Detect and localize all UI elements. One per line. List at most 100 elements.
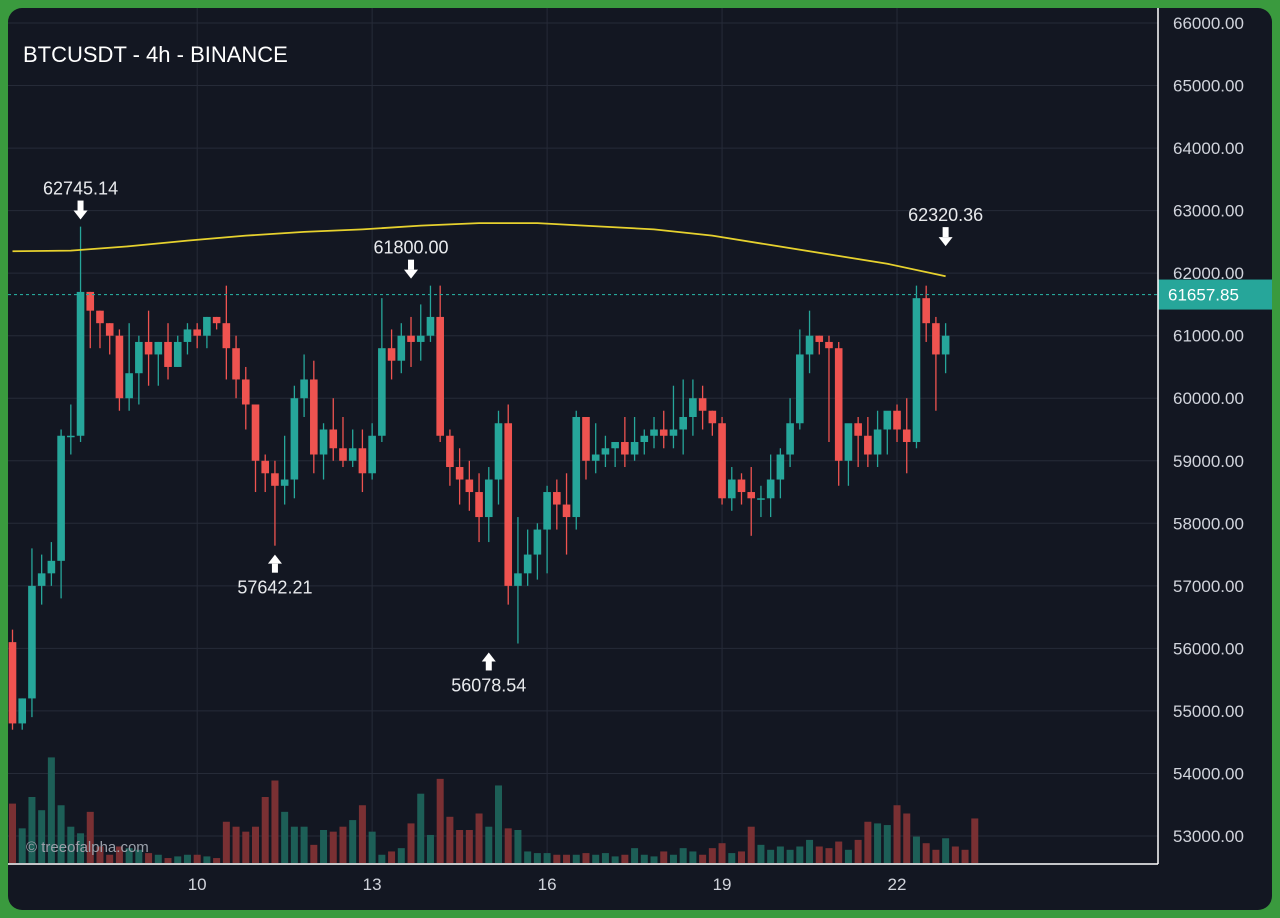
- candle[interactable]: [57, 429, 65, 599]
- candle[interactable]: [329, 398, 338, 461]
- candle[interactable]: [514, 517, 522, 644]
- candle[interactable]: [883, 410, 892, 455]
- candle[interactable]: [154, 341, 163, 386]
- candle[interactable]: [815, 335, 824, 355]
- candle[interactable]: [844, 423, 853, 486]
- candle[interactable]: [630, 416, 639, 461]
- candle[interactable]: [8, 629, 17, 730]
- candle[interactable]: [650, 416, 658, 449]
- candle[interactable]: [902, 398, 911, 474]
- candle[interactable]: [173, 335, 182, 367]
- candle[interactable]: [416, 304, 425, 361]
- candle[interactable]: [825, 335, 833, 443]
- candle[interactable]: [310, 360, 318, 474]
- candle[interactable]: [135, 335, 143, 405]
- candle[interactable]: [144, 310, 153, 386]
- candle[interactable]: [727, 467, 736, 511]
- volume-bar: [601, 853, 609, 863]
- candle[interactable]: [562, 473, 571, 555]
- candle[interactable]: [611, 442, 619, 468]
- candle[interactable]: [212, 316, 221, 330]
- candle[interactable]: [533, 523, 542, 580]
- candle[interactable]: [912, 285, 921, 449]
- candle[interactable]: [941, 323, 950, 374]
- volume-bar: [883, 825, 891, 863]
- candle[interactable]: [766, 454, 775, 518]
- candle[interactable]: [679, 379, 687, 455]
- candle[interactable]: [796, 329, 804, 430]
- candle[interactable]: [893, 404, 901, 443]
- candle[interactable]: [125, 323, 133, 411]
- candle[interactable]: [222, 285, 231, 380]
- candle[interactable]: [718, 416, 726, 505]
- candle[interactable]: [484, 467, 493, 543]
- candle[interactable]: [932, 316, 940, 411]
- candle[interactable]: [348, 429, 357, 468]
- candle[interactable]: [757, 485, 765, 518]
- candle[interactable]: [640, 429, 649, 455]
- candle-body: [640, 435, 649, 443]
- candle[interactable]: [407, 316, 415, 367]
- candle[interactable]: [67, 404, 75, 455]
- candle[interactable]: [698, 385, 707, 430]
- candle[interactable]: [358, 429, 367, 493]
- candle[interactable]: [261, 454, 270, 493]
- candle[interactable]: [397, 323, 406, 374]
- candle[interactable]: [368, 423, 376, 480]
- candle[interactable]: [669, 385, 678, 449]
- candle[interactable]: [76, 226, 85, 443]
- candle[interactable]: [504, 404, 513, 605]
- candle[interactable]: [689, 379, 697, 436]
- candle[interactable]: [193, 323, 201, 349]
- candle[interactable]: [18, 698, 27, 730]
- candle[interactable]: [455, 448, 464, 505]
- candle[interactable]: [436, 285, 444, 443]
- candle[interactable]: [523, 529, 532, 586]
- candle[interactable]: [659, 410, 668, 449]
- candle[interactable]: [475, 473, 483, 543]
- candle[interactable]: [164, 323, 172, 380]
- candle[interactable]: [553, 479, 561, 530]
- candle[interactable]: [747, 467, 756, 536]
- candle[interactable]: [28, 548, 36, 718]
- candle[interactable]: [203, 316, 211, 349]
- candle[interactable]: [601, 435, 610, 468]
- candle[interactable]: [47, 542, 56, 586]
- candle[interactable]: [300, 354, 308, 417]
- annotation-label: 57642.21: [237, 578, 312, 598]
- candle[interactable]: [864, 416, 872, 468]
- candle[interactable]: [465, 460, 474, 511]
- candle[interactable]: [183, 323, 192, 355]
- candle[interactable]: [86, 291, 95, 349]
- candle[interactable]: [105, 323, 114, 355]
- candle[interactable]: [582, 416, 590, 480]
- candle[interactable]: [737, 473, 746, 505]
- candle[interactable]: [339, 416, 347, 468]
- candle[interactable]: [873, 410, 882, 468]
- candle[interactable]: [834, 341, 843, 486]
- candle[interactable]: [319, 423, 328, 480]
- candle[interactable]: [241, 366, 250, 430]
- candle[interactable]: [378, 298, 386, 443]
- candle[interactable]: [621, 416, 629, 468]
- candle[interactable]: [271, 460, 279, 546]
- candle[interactable]: [387, 329, 396, 380]
- candle[interactable]: [854, 416, 862, 468]
- candle[interactable]: [290, 385, 299, 499]
- candle[interactable]: [572, 410, 581, 530]
- candle[interactable]: [96, 310, 104, 349]
- candle[interactable]: [776, 448, 785, 499]
- candle[interactable]: [232, 335, 240, 399]
- candle[interactable]: [591, 423, 600, 474]
- candle[interactable]: [446, 429, 454, 486]
- candle[interactable]: [280, 435, 289, 505]
- candle[interactable]: [251, 404, 260, 493]
- candle[interactable]: [543, 485, 551, 574]
- candle[interactable]: [494, 410, 503, 505]
- candle[interactable]: [805, 310, 814, 374]
- candlestick-chart[interactable]: 61657.85 62745.14 57642.21 61800.00 56078.54…: [8, 8, 1272, 910]
- candle[interactable]: [37, 554, 46, 605]
- candle[interactable]: [786, 398, 794, 468]
- candle[interactable]: [115, 329, 124, 411]
- candle[interactable]: [708, 410, 717, 436]
